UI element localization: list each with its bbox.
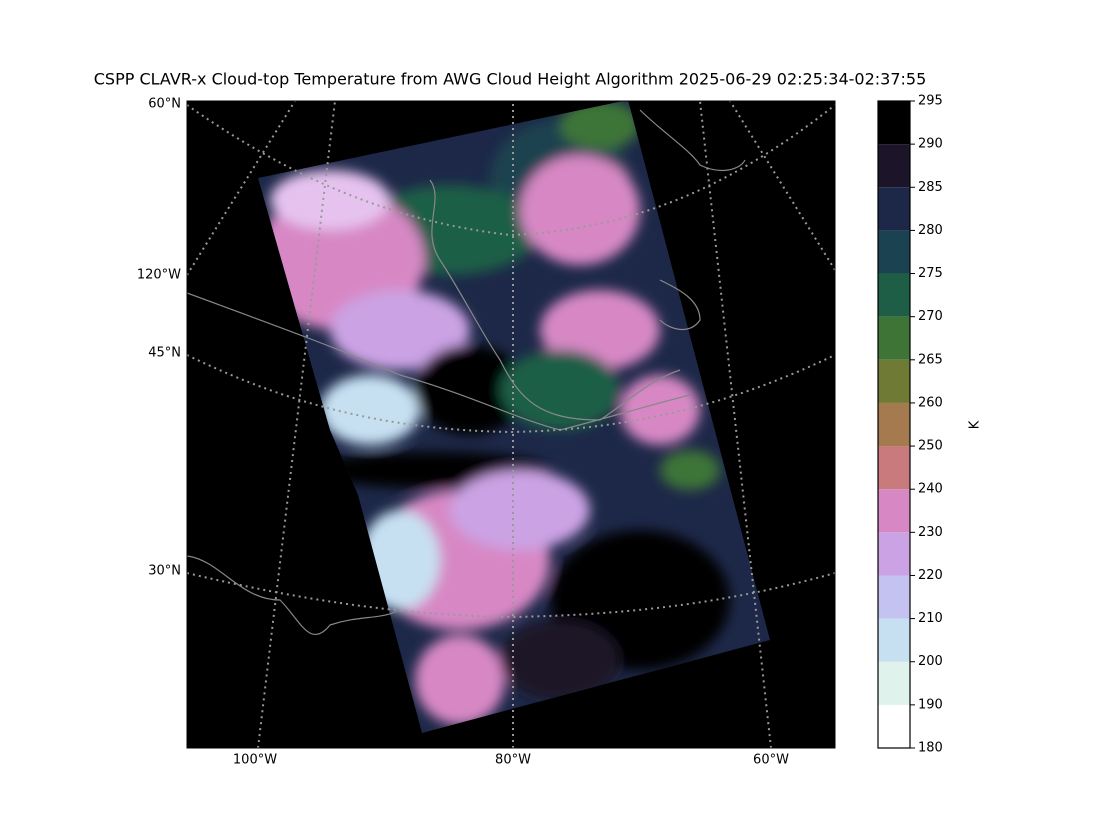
colorbar-tick-label: 290 <box>918 137 943 152</box>
colorbar-tick-label: 180 <box>918 741 943 756</box>
colorbar-segment <box>878 101 910 145</box>
lon-label: 80°W <box>495 753 531 768</box>
colorbar-segment <box>878 532 910 576</box>
colorbar-segment <box>878 230 910 274</box>
colorbar-segment <box>878 316 910 360</box>
colorbar-tick-label: 285 <box>918 180 943 195</box>
colorbar-tick-label: 265 <box>918 352 943 367</box>
colorbar-tick-label: 220 <box>918 568 943 583</box>
title: CSPP CLAVR-x Cloud-top Temperature from … <box>94 70 927 89</box>
colorbar-tick-label: 230 <box>918 525 943 540</box>
colorbar-tick-label: 210 <box>918 611 943 626</box>
colorbar-segment <box>878 661 910 705</box>
colorbar-label: K <box>968 420 983 429</box>
colorbar-segment <box>878 575 910 619</box>
colorbar-tick-label: 240 <box>918 482 943 497</box>
colorbar-segment <box>878 618 910 662</box>
map <box>187 101 835 748</box>
colorbar-tick-label: 260 <box>918 395 943 410</box>
colorbar-tick-label: 275 <box>918 266 943 281</box>
colorbar-tick-label: 270 <box>918 309 943 324</box>
colorbar-tick-label: 280 <box>918 223 943 238</box>
lon-label: 100°W <box>233 753 277 768</box>
colorbar-segment <box>878 402 910 447</box>
colorbar-segment <box>878 446 910 490</box>
colorbar-frame <box>877 100 911 749</box>
colorbar-segment <box>878 273 910 317</box>
colorbar-segment <box>878 144 910 188</box>
colorbar-tick-label: 295 <box>918 94 943 109</box>
lat-label: 45°N <box>148 346 181 361</box>
colorbar-segment <box>878 704 910 748</box>
lat-label: 30°N <box>148 564 181 579</box>
lat-label: 60°N <box>148 97 181 112</box>
colorbar: 180 190 200 210 220 230 240 250 260 265 270 275 280 2… <box>877 94 943 756</box>
lon-label: 120°W <box>137 268 181 283</box>
map-frame <box>186 100 836 749</box>
colorbar-tick-label: 200 <box>918 654 943 669</box>
colorbar-segment <box>878 187 910 231</box>
colorbar-segment <box>878 489 910 533</box>
colorbar-tick-label: 250 <box>918 439 943 454</box>
lon-label: 60°W <box>753 753 789 768</box>
colorbar-segment <box>878 359 910 403</box>
colorbar-tick-label: 190 <box>918 697 943 712</box>
